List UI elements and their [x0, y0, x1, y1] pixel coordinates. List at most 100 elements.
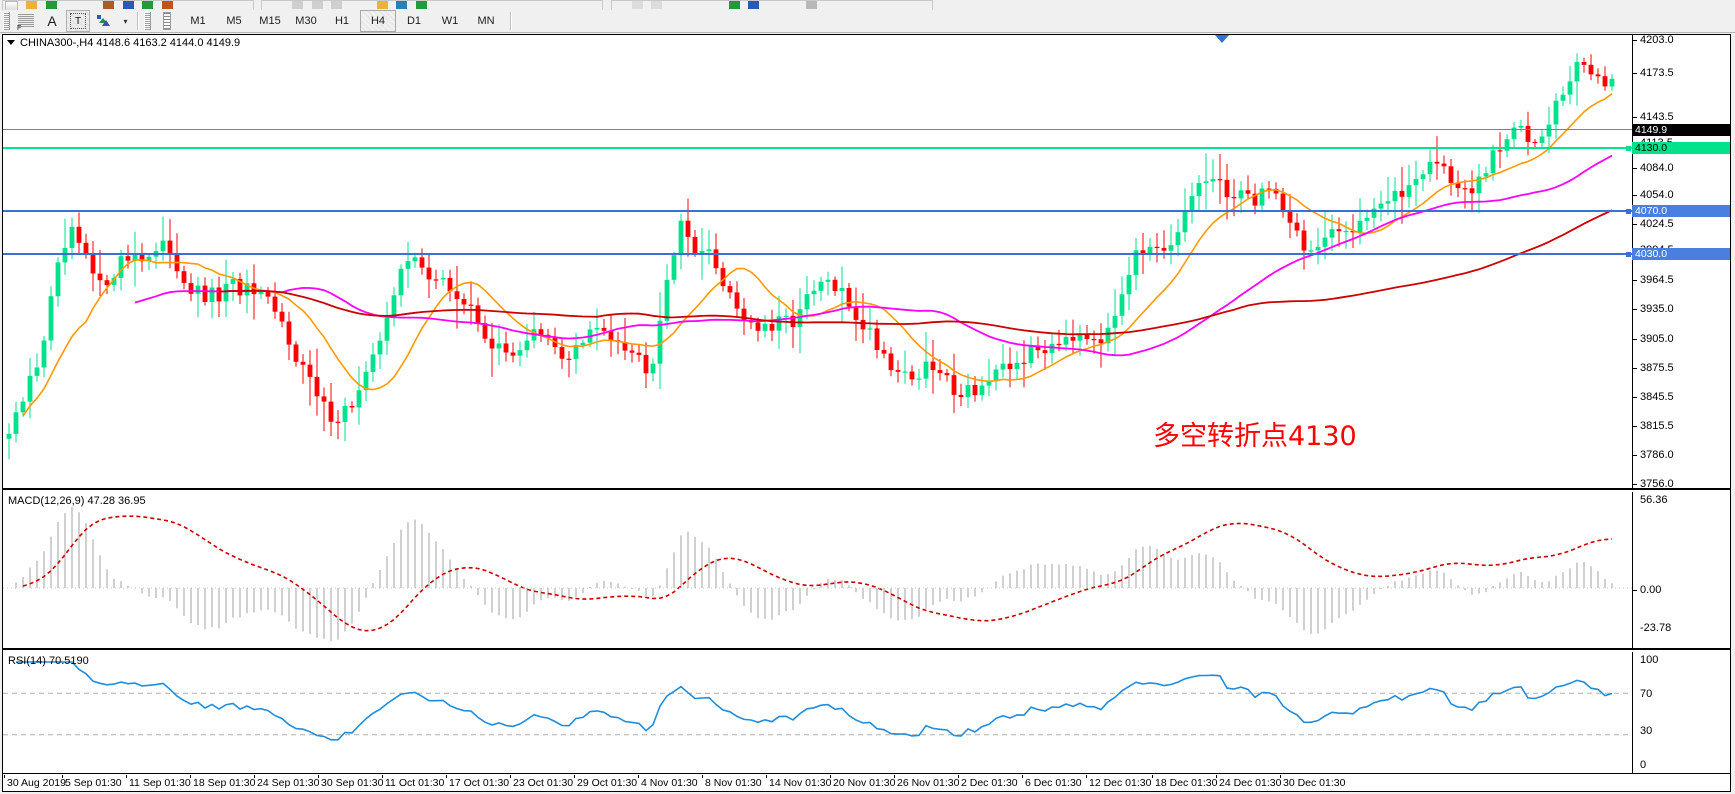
toolbar-drag-grip[interactable] [3, 12, 10, 30]
timeframe-m5[interactable]: M5 [226, 15, 242, 27]
rsi-tick-70: 70 [1640, 688, 1653, 700]
volumes-icon[interactable] [728, 1, 740, 9]
level-line-4130[interactable] [3, 147, 1632, 149]
level-tag-4130[interactable]: 4130.0 [1632, 142, 1730, 154]
crosshair-F-icon [17, 14, 34, 32]
toolbar-group-standard[interactable] [2, 0, 254, 10]
line-chart-icon[interactable] [331, 1, 343, 9]
time-tick-2 [126, 775, 127, 778]
terminal-icon[interactable] [122, 1, 134, 9]
zoom-out-icon[interactable] [396, 1, 408, 9]
time-label-8: 23 Oct 01:30 [513, 777, 574, 789]
macd-histogram-series [3, 507, 1632, 642]
text-label-button[interactable]: A [40, 10, 64, 32]
last-price-tag[interactable]: 4149.9 [1632, 124, 1730, 136]
strategy-tester-icon[interactable] [142, 1, 154, 9]
macd-axis[interactable]: 56.36 0.00 -23.78 [1632, 492, 1730, 648]
symbol-quote-text: CHINA300-,H4 4148.6 4163.2 4144.0 4149.9 [20, 36, 241, 49]
chart-area[interactable]: CHINA300-,H4 4148.6 4163.2 4144.0 4149.9… [2, 34, 1731, 792]
level-line-4030[interactable] [3, 253, 1632, 255]
time-label-13: 20 Nov 01:30 [833, 777, 896, 789]
time-label-17: 12 Dec 01:30 [1089, 777, 1152, 789]
macd-pane[interactable]: MACD(12,26,9) 47.28 36.95 56.36 0.00 -23.7… [3, 492, 1730, 650]
time-tick-16 [1022, 775, 1023, 778]
chart-annotation-text[interactable]: 多空转折点4130 [1153, 421, 1357, 452]
macd-tick--23.78: -23.78 [1640, 622, 1672, 634]
time-label-16: 6 Dec 01:30 [1025, 777, 1082, 789]
time-axis[interactable]: 30 Aug 2019 5 Sep 01:30 11 Sep 01:30 18 Sep… [3, 775, 1730, 791]
macd-tick-0.00: 0.00 [1633, 585, 1731, 596]
rsi-pane[interactable]: RSI(14) 70.5190 100 70 30 0 [3, 652, 1730, 774]
timeframe-m1[interactable]: M1 [190, 15, 206, 27]
toolbar-separator-end [510, 12, 512, 30]
triangle-down-icon[interactable] [7, 40, 15, 45]
toolbar-group-periods[interactable] [610, 0, 933, 10]
price-tick-4143.5: 4143.5 [1633, 112, 1731, 123]
timeframe-d1[interactable]: D1 [406, 15, 422, 27]
level-line-4070[interactable] [3, 210, 1632, 212]
timeframe-m15[interactable]: M15 [259, 15, 281, 27]
new-chart-icon[interactable] [5, 1, 18, 10]
timeframe-m30[interactable]: M30 [295, 15, 317, 27]
time-label-5: 30 Sep 01:30 [321, 777, 384, 789]
timeframe-mn[interactable]: MN [477, 15, 495, 27]
price-plot[interactable]: 多空转折点4130 [3, 35, 1632, 488]
auto-scroll-icon[interactable] [415, 1, 427, 9]
crosshair-f-icon-button[interactable] [14, 10, 38, 32]
level-tag-4030[interactable]: 4030.0 [1632, 248, 1730, 260]
time-label-6: 11 Oct 01:30 [385, 777, 445, 789]
price-tick-3845.5: 3845.5 [1633, 392, 1731, 403]
time-label-15: 2 Dec 01:30 [961, 777, 1018, 789]
rsi-plot[interactable] [3, 652, 1632, 773]
symbol-quote-bar: CHINA300-,H4 4148.6 4163.2 4144.0 4149.9 [3, 35, 240, 50]
grid-toggle-icon[interactable] [651, 1, 663, 9]
time-tick-18 [1152, 775, 1153, 778]
price-tick-3875.5: 3875.5 [1633, 363, 1731, 374]
profiles-icon[interactable] [26, 1, 38, 9]
object-marker-icon[interactable] [1215, 35, 1229, 43]
text-box-button[interactable]: T [66, 10, 90, 32]
toolbar-line-studies[interactable]: A T ▾ M1 M5 M15 M30 H1 H4 D1 W1 MN [0, 10, 1735, 33]
timeframe-list[interactable]: M1 M5 M15 M30 H1 H4 D1 W1 MN [180, 10, 504, 32]
time-tick-0 [4, 775, 5, 778]
time-label-11: 8 Nov 01:30 [705, 777, 762, 789]
timeframe-w1[interactable]: W1 [441, 15, 459, 27]
period-separators-icon[interactable] [631, 1, 643, 9]
timeframe-drag-grip[interactable] [144, 12, 151, 30]
objects-list-button[interactable] [92, 10, 116, 32]
level-tag-4070[interactable]: 4070.0 [1632, 205, 1730, 217]
timeframe-h4[interactable]: H4 [360, 10, 396, 32]
bar-chart-icon[interactable] [292, 1, 304, 9]
objects-dropdown-button[interactable]: ▾ [118, 10, 132, 32]
time-tick-9 [574, 775, 575, 778]
time-label-3: 18 Sep 01:30 [193, 777, 256, 789]
macd-indicator-label: MACD(12,26,9) 47.28 36.95 [8, 495, 146, 507]
zoom-in-icon[interactable] [376, 1, 388, 9]
time-label-9: 29 Oct 01:30 [577, 777, 638, 789]
expert-advisors-icon[interactable] [161, 1, 173, 9]
rsi-indicator-label: RSI(14) 70.5190 [8, 655, 89, 667]
timeframe-h1[interactable]: H1 [334, 15, 350, 27]
templates-icon[interactable] [805, 1, 817, 9]
price-tick-3905.0: 3905.0 [1633, 334, 1731, 345]
level-line-4149[interactable] [3, 129, 1632, 130]
macd-tick-56.36: 56.36 [1640, 494, 1668, 506]
macd-plot[interactable] [3, 492, 1632, 648]
time-tick-4 [254, 775, 255, 778]
time-label-19: 24 Dec 01:30 [1219, 777, 1282, 789]
toolbar-group-charts[interactable] [261, 0, 604, 10]
time-tick-13 [830, 775, 831, 778]
navigator-icon[interactable] [103, 1, 115, 9]
time-tick-3 [190, 775, 191, 778]
price-axis[interactable]: 4203.04173.54143.54113.54084.04054.04024… [1625, 35, 1731, 490]
rsi-tick-100: 100 [1640, 654, 1659, 666]
price-pane[interactable]: CHINA300-,H4 4148.6 4163.2 4144.0 4149.9… [3, 35, 1730, 490]
candle-chart-icon[interactable] [311, 1, 323, 9]
ruler-button[interactable] [155, 10, 179, 32]
text-label-icon: A [47, 13, 57, 29]
rsi-axis[interactable]: 100 70 30 0 [1632, 652, 1730, 773]
indicators-icon[interactable] [748, 1, 760, 9]
market-watch-icon[interactable] [45, 1, 57, 9]
rsi-line-series [3, 661, 1632, 741]
time-label-18: 18 Dec 01:30 [1155, 777, 1218, 789]
